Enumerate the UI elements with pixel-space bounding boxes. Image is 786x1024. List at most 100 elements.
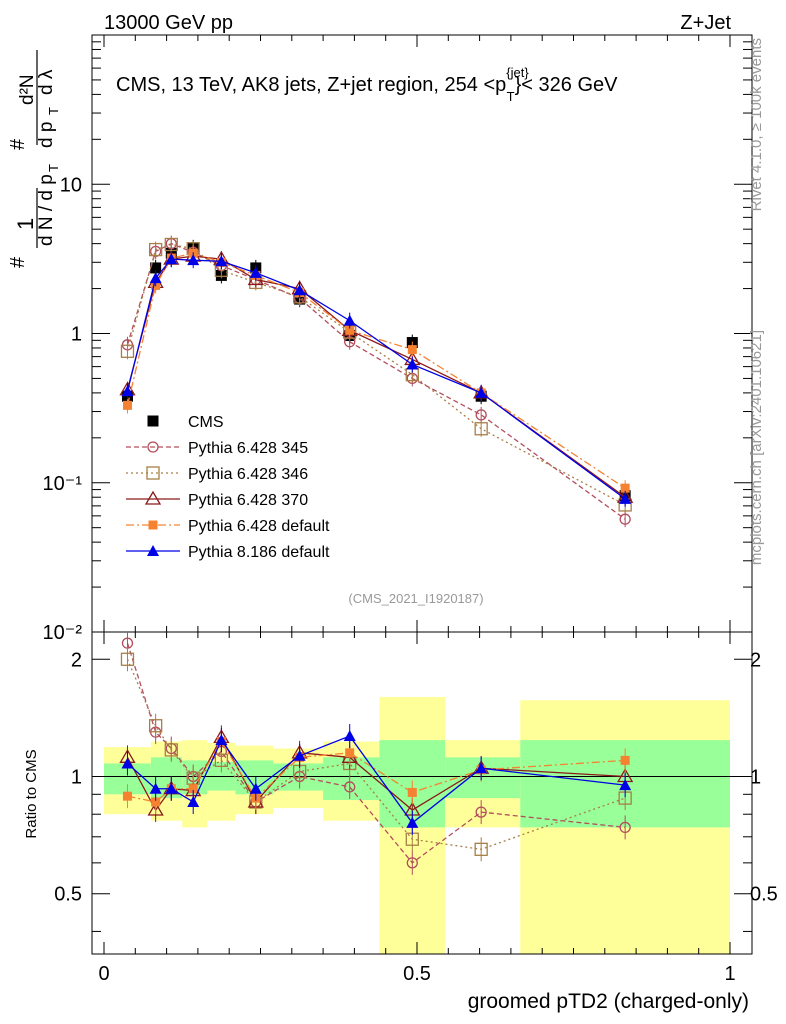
ratio-point-p8def [619, 779, 632, 791]
ratio-point-p345 [406, 857, 418, 869]
y-tick-label-main: 10⁻¹ [43, 473, 83, 495]
y-tick-label-main: 10⁻² [43, 622, 83, 644]
legend-label-data: CMS [188, 414, 224, 431]
mcplots-source-label: mcplots.cern.ch [arXiv:2401.10621] [748, 330, 765, 565]
svg-text:d N / d p: d N / d p [36, 174, 57, 246]
y-tick-label-main: 10 [60, 174, 82, 196]
ratio-point-p346 [164, 743, 178, 757]
point-p6def [620, 483, 630, 493]
point-p346 [120, 344, 135, 358]
header-right: Z+Jet [680, 12, 731, 34]
ratio-point-p6def [407, 787, 417, 797]
band-inner [323, 757, 380, 801]
point-p345 [619, 513, 631, 525]
ratio-point-p8def [293, 749, 306, 761]
y-tick-label-ratio-right: 1 [750, 766, 761, 788]
point-p8def [406, 358, 419, 370]
ratio-point-p8def [343, 730, 356, 742]
svg-text:#: # [7, 256, 29, 268]
point-p8def [475, 386, 488, 398]
analysis-watermark: (CMS_2021_I1920187) [348, 591, 483, 606]
header-left: 13000 GeV pp [104, 12, 233, 34]
axis-ticks [92, 35, 752, 954]
x-axis-label: groomed pTD2 (charged-only) [468, 990, 749, 1013]
ratio-point-p6def [122, 791, 132, 801]
point-p6def [122, 400, 132, 410]
ratio-point-p8def [165, 782, 178, 794]
ratio-point-p6def [345, 748, 355, 758]
ratio-point-p346 [474, 842, 488, 856]
svg-text:1: 1 [13, 218, 38, 230]
ratio-point-p6def [188, 784, 198, 794]
ratio-series-group [119, 632, 634, 875]
ratio-point-p8def [149, 782, 162, 794]
y-axis-label-main: # 1 d N / d p T # d²N d p T d λ [7, 50, 61, 268]
ratio-point-p8def [121, 757, 134, 769]
point-p8def [121, 385, 134, 397]
ratio-point-p6def [620, 755, 630, 765]
x-tick-label: 0 [98, 963, 109, 985]
legend-label-p370: Pythia 6.428 370 [188, 492, 308, 509]
legend: CMS Pythia 6.428 345 Pythia 6.428 346 Pythi… [126, 414, 330, 561]
point-p8def [619, 492, 632, 504]
x-tick-label: 0.5 [403, 963, 431, 985]
ratio-point-p8def [406, 816, 419, 828]
legend-label-p345: Pythia 6.428 345 [188, 440, 308, 457]
ratio-point-p6def [151, 797, 161, 807]
ratio-point-p346 [148, 719, 163, 733]
y-tick-label-ratio-right: 0.5 [750, 884, 778, 906]
point-p345 [475, 409, 487, 421]
point-p8def [249, 266, 262, 278]
svg-text:T: T [46, 107, 61, 115]
ratio-point-p8def [249, 782, 262, 794]
legend-marker-p8def [147, 545, 159, 556]
ratio-point-p370 [147, 801, 164, 816]
legend-marker-p370 [144, 490, 162, 505]
y-tick-label-main: 1 [71, 324, 82, 346]
ratio-point-p345 [619, 821, 631, 834]
series-line-p345 [126, 242, 626, 520]
legend-label-p346: Pythia 6.428 346 [188, 466, 308, 483]
ratio-point-p346 [214, 753, 229, 768]
svg-text:T: T [46, 164, 61, 172]
ratio-plot-frame [91, 631, 753, 955]
point-data [150, 262, 162, 274]
point-p8def [215, 255, 228, 267]
point-p8def [343, 314, 356, 326]
legend-marker-p6def [148, 520, 158, 530]
ratio-point-p345 [344, 781, 356, 793]
ratio-uncertainty-bands [92, 697, 752, 954]
svg-text:#: # [7, 138, 29, 150]
ratio-point-p8def [187, 795, 200, 807]
point-p8def [165, 253, 178, 265]
main-series-group [119, 235, 634, 528]
plot-title: CMS, 13 TeV, AK8 jets, Z+jet region, 254… [116, 65, 618, 104]
series-line-p8def [126, 258, 626, 500]
y-tick-label-ratio-right: 2 [750, 649, 761, 671]
point-p6def [407, 345, 417, 355]
y-axis-label-ratio: Ratio to CMS [23, 749, 40, 838]
svg-text:d p: d p [36, 122, 57, 148]
axis-tick-labels: 0 0.5 1 10⁻² 10⁻¹ 1 10 0.5 0.5 1 1 2 2 [43, 174, 778, 985]
point-p346 [148, 242, 163, 257]
rivet-version-label: Rivet 4.1.0, ≥ 100k events [748, 38, 765, 211]
ratio-point-p8def [215, 734, 228, 746]
y-tick-label-ratio: 0.5 [54, 884, 82, 906]
x-tick-label: 1 [724, 963, 735, 985]
legend-label-p6def: Pythia 6.428 default [188, 518, 330, 535]
legend-marker-p345 [147, 441, 159, 453]
legend-marker-data [147, 415, 159, 427]
main-plot-frame [91, 34, 753, 633]
legend-marker-p346 [146, 466, 160, 480]
ratio-point-p346 [120, 652, 135, 666]
point-p346 [474, 422, 488, 436]
point-p8def [293, 284, 306, 296]
svg-text:d λ: d λ [36, 69, 57, 95]
ratio-point-p8def [475, 762, 488, 774]
legend-label-p8def: Pythia 8.186 default [188, 544, 330, 561]
ratio-point-p345 [475, 806, 487, 818]
point-p8def [149, 272, 162, 284]
point-p8def [187, 254, 200, 266]
ratio-line-p346 [126, 659, 626, 850]
